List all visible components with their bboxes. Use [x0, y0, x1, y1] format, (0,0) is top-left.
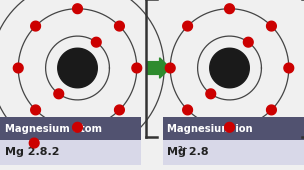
Polygon shape: [225, 122, 234, 132]
Polygon shape: [92, 37, 101, 47]
Polygon shape: [183, 105, 192, 115]
Polygon shape: [183, 21, 192, 31]
Polygon shape: [225, 4, 234, 14]
Text: Magnesium ion: Magnesium ion: [167, 124, 253, 134]
Text: Magnesium atom: Magnesium atom: [5, 124, 102, 134]
FancyBboxPatch shape: [0, 140, 141, 165]
FancyBboxPatch shape: [0, 117, 141, 140]
Polygon shape: [115, 105, 124, 115]
Polygon shape: [31, 105, 40, 115]
Text: 2+: 2+: [178, 146, 188, 152]
Polygon shape: [29, 138, 39, 148]
Polygon shape: [267, 105, 276, 115]
Polygon shape: [54, 89, 64, 99]
Polygon shape: [13, 63, 23, 73]
Polygon shape: [115, 21, 124, 31]
Polygon shape: [165, 63, 175, 73]
Polygon shape: [132, 63, 142, 73]
Polygon shape: [210, 48, 249, 88]
Text: Mg 2.8.2: Mg 2.8.2: [5, 148, 59, 157]
Text: 2.8: 2.8: [185, 148, 208, 157]
Polygon shape: [31, 21, 40, 31]
Polygon shape: [58, 48, 97, 88]
Polygon shape: [284, 63, 294, 73]
Polygon shape: [267, 21, 276, 31]
Polygon shape: [73, 122, 82, 132]
FancyBboxPatch shape: [163, 140, 304, 165]
Polygon shape: [244, 37, 253, 47]
Polygon shape: [73, 4, 82, 14]
Polygon shape: [206, 89, 216, 99]
FancyBboxPatch shape: [163, 117, 304, 140]
Text: Mg: Mg: [167, 148, 186, 157]
FancyArrow shape: [147, 58, 170, 78]
